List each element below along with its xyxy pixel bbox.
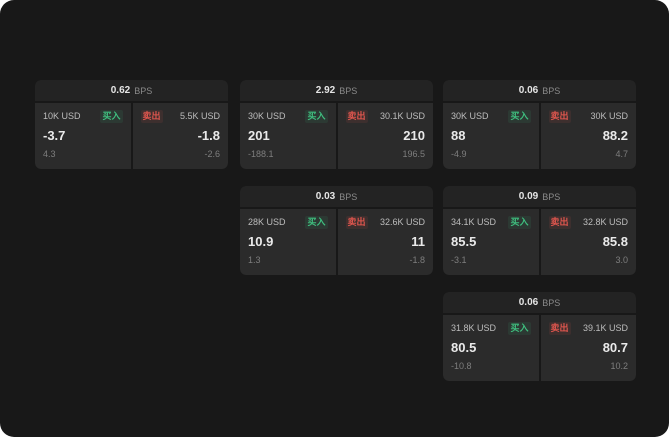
bps-value: 0.09 <box>518 191 539 202</box>
bps-label: BPS <box>339 191 358 202</box>
bps-value: 0.62 <box>110 85 131 96</box>
buy-size-label: 31.8K USD <box>451 323 497 333</box>
buy-badge: 买入 <box>508 110 531 123</box>
buy-size-label: 30K USD <box>451 111 489 121</box>
sell-badge: 卖出 <box>548 110 571 123</box>
bps-label: BPS <box>542 297 561 308</box>
bps-label: BPS <box>134 85 153 96</box>
bps-label: BPS <box>542 191 561 202</box>
buy-badge: 买入 <box>508 322 531 335</box>
buy-price: -3.7 <box>43 128 66 143</box>
bps-label: BPS <box>339 85 358 96</box>
buy-price: 85.5 <box>451 234 477 249</box>
sell-sub-value: -1.8 <box>409 255 425 265</box>
buy-tile[interactable]: 30K USD 买入 201 -188.1 <box>240 103 336 169</box>
quote-card: 0.06 BPS 31.8K USD 买入 80.5 -10.8 卖出 39.1… <box>443 292 636 381</box>
sell-tile[interactable]: 卖出 30K USD 88.2 4.7 <box>540 103 636 169</box>
sell-sub-value: 196.5 <box>402 149 425 159</box>
bps-header: 0.09 BPS <box>443 186 636 207</box>
sell-size-label: 30K USD <box>590 111 628 121</box>
sell-badge: 卖出 <box>140 110 163 123</box>
bps-header: 0.06 BPS <box>443 292 636 313</box>
bps-value: 0.06 <box>518 85 539 96</box>
buy-size-label: 28K USD <box>248 217 286 227</box>
buy-badge: 买入 <box>305 110 328 123</box>
bps-header: 0.03 BPS <box>240 186 433 207</box>
sell-size-label: 5.5K USD <box>179 111 220 121</box>
bps-value: 2.92 <box>315 85 336 96</box>
sell-size-label: 32.6K USD <box>379 217 425 227</box>
buy-price: 10.9 <box>248 234 274 249</box>
buy-price: 201 <box>248 128 270 143</box>
sell-tile[interactable]: 卖出 32.8K USD 85.8 3.0 <box>540 209 636 275</box>
buy-tile[interactable]: 30K USD 买入 88 -4.9 <box>443 103 539 169</box>
sell-tile[interactable]: 卖出 5.5K USD -1.8 -2.6 <box>132 103 228 169</box>
bps-header: 0.62 BPS <box>35 80 228 101</box>
buy-sub-value: -10.8 <box>451 361 472 371</box>
buy-tile[interactable]: 10K USD 买入 -3.7 4.3 <box>35 103 131 169</box>
buy-badge: 买入 <box>100 110 123 123</box>
sell-tile[interactable]: 卖出 32.6K USD 11 -1.8 <box>337 209 433 275</box>
buy-sub-value: -3.1 <box>451 255 467 265</box>
sell-size-label: 32.8K USD <box>582 217 628 227</box>
buy-tile[interactable]: 28K USD 买入 10.9 1.3 <box>240 209 336 275</box>
sell-sub-value: 4.7 <box>615 149 628 159</box>
sell-size-label: 39.1K USD <box>582 323 628 333</box>
buy-tile[interactable]: 31.8K USD 买入 80.5 -10.8 <box>443 315 539 381</box>
quote-card: 0.09 BPS 34.1K USD 买入 85.5 -3.1 卖出 32.8K… <box>443 186 636 275</box>
sell-sub-value: -2.6 <box>204 149 220 159</box>
sell-badge: 卖出 <box>548 322 571 335</box>
sell-badge: 卖出 <box>548 216 571 229</box>
sell-badge: 卖出 <box>345 216 368 229</box>
sell-tile[interactable]: 卖出 39.1K USD 80.7 10.2 <box>540 315 636 381</box>
buy-price: 88 <box>451 128 466 143</box>
sell-price: -1.8 <box>197 128 220 143</box>
buy-size-label: 10K USD <box>43 111 81 121</box>
buy-size-label: 30K USD <box>248 111 286 121</box>
sell-sub-value: 3.0 <box>615 255 628 265</box>
sell-sub-value: 10.2 <box>610 361 628 371</box>
bps-header: 0.06 BPS <box>443 80 636 101</box>
bps-label: BPS <box>542 85 561 96</box>
bps-header: 2.92 BPS <box>240 80 433 101</box>
sell-size-label: 30.1K USD <box>379 111 425 121</box>
quote-card: 2.92 BPS 30K USD 买入 201 -188.1 卖出 30.1K … <box>240 80 433 169</box>
sell-price: 88.2 <box>602 128 628 143</box>
sell-price: 210 <box>403 128 425 143</box>
buy-sub-value: 1.3 <box>248 255 261 265</box>
buy-size-label: 34.1K USD <box>451 217 497 227</box>
buy-sub-value: 4.3 <box>43 149 56 159</box>
buy-badge: 买入 <box>508 216 531 229</box>
buy-badge: 买入 <box>305 216 328 229</box>
buy-price: 80.5 <box>451 340 477 355</box>
sell-price: 85.8 <box>602 234 628 249</box>
sell-price: 11 <box>411 234 425 249</box>
sell-tile[interactable]: 卖出 30.1K USD 210 196.5 <box>337 103 433 169</box>
bps-value: 0.03 <box>315 191 336 202</box>
quote-card: 0.06 BPS 30K USD 买入 88 -4.9 卖出 30K USD 8… <box>443 80 636 169</box>
buy-sub-value: -4.9 <box>451 149 467 159</box>
quote-card: 0.62 BPS 10K USD 买入 -3.7 4.3 卖出 5.5K USD… <box>35 80 228 169</box>
sell-badge: 卖出 <box>345 110 368 123</box>
sell-price: 80.7 <box>602 340 628 355</box>
quote-card: 0.03 BPS 28K USD 买入 10.9 1.3 卖出 32.6K US… <box>240 186 433 275</box>
bps-value: 0.06 <box>518 297 539 308</box>
buy-sub-value: -188.1 <box>248 149 274 159</box>
buy-tile[interactable]: 34.1K USD 买入 85.5 -3.1 <box>443 209 539 275</box>
